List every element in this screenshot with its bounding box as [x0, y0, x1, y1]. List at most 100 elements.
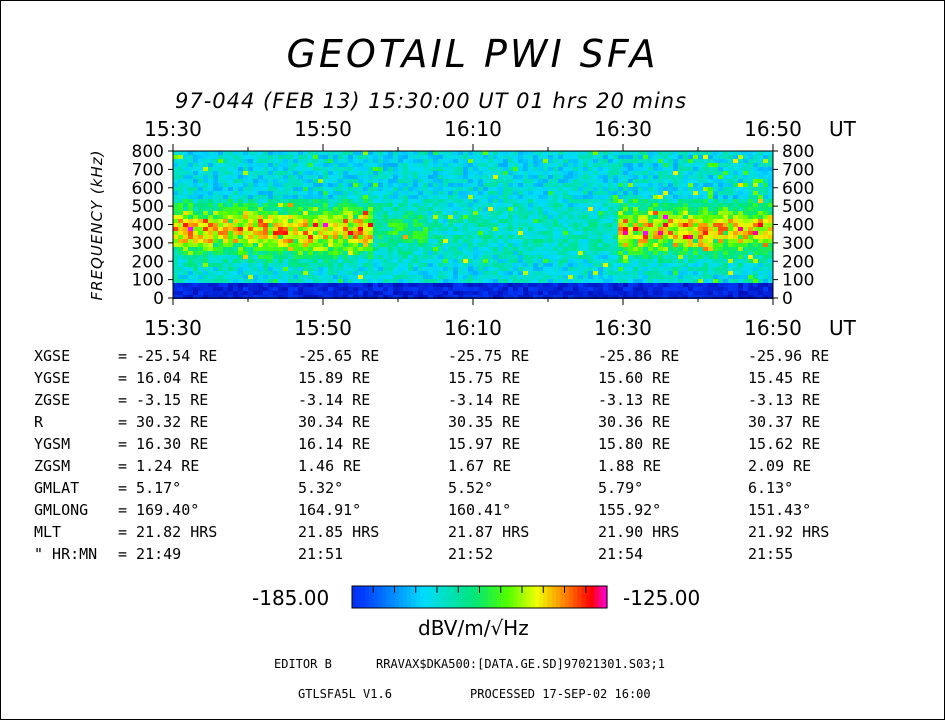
spectrogram-cell: [548, 239, 553, 243]
spectrogram-cell: [188, 207, 193, 211]
spectrogram-cell: [518, 211, 523, 215]
spectrogram-cell: [748, 267, 753, 271]
spectrogram-cell: [373, 279, 378, 283]
spectrogram-cell: [558, 291, 563, 295]
spectrogram-cell: [673, 279, 678, 283]
spectrogram-cell: [758, 207, 763, 211]
spectrogram-cell: [278, 227, 283, 231]
spectrogram-cell: [423, 275, 428, 279]
spectrogram-cell: [173, 151, 178, 155]
spectrogram-cell: [588, 187, 593, 191]
spectrogram-cell: [248, 191, 253, 195]
spectrogram-cell: [178, 231, 183, 235]
orbit-cell: = 21.82 HRS: [118, 523, 218, 541]
spectrogram-cell: [448, 155, 453, 159]
spectrogram-cell: [323, 239, 328, 243]
spectrogram-cell: [398, 291, 403, 295]
spectrogram-cell: [618, 179, 623, 183]
spectrogram-cell: [448, 203, 453, 207]
spectrogram-cell: [343, 259, 348, 263]
spectrogram-cell: [603, 235, 608, 239]
spectrogram-cell: [588, 163, 593, 167]
spectrogram-cell: [768, 259, 773, 263]
spectrogram-cell: [568, 279, 573, 283]
spectrogram-cell: [648, 211, 653, 215]
spectrogram-cell: [368, 183, 373, 187]
spectrogram-cell: [748, 263, 753, 267]
spectrogram-cell: [578, 235, 583, 239]
spectrogram-cell: [528, 191, 533, 195]
orbit-cell: = 169.40°: [118, 501, 200, 519]
spectrogram-cell: [233, 219, 238, 223]
spectrogram-cell: [273, 283, 278, 287]
spectrogram-cell: [738, 215, 743, 219]
spectrogram-cell: [313, 287, 318, 291]
spectrogram-cell: [463, 239, 468, 243]
orbit-cell: = -3.15 RE: [118, 391, 209, 409]
spectrogram-cell: [208, 195, 213, 199]
spectrogram-cell: [513, 231, 518, 235]
spectrogram-cell: [348, 247, 353, 251]
spectrogram-cell: [553, 199, 558, 203]
spectrogram-cell: [308, 255, 313, 259]
spectrogram-cell: [253, 151, 258, 155]
spectrogram-cell: [528, 255, 533, 259]
spectrogram-cell: [353, 287, 358, 291]
spectrogram-cell: [633, 195, 638, 199]
spectrogram-cell: [298, 263, 303, 267]
spectrogram-cell: [353, 223, 358, 227]
spectrogram-cell: [268, 223, 273, 227]
spectrogram-cell: [673, 247, 678, 251]
spectrogram-cell: [508, 183, 513, 187]
spectrogram-cell: [608, 291, 613, 295]
spectrogram-cell: [653, 283, 658, 287]
spectrogram-cell: [393, 171, 398, 175]
spectrogram-cell: [273, 163, 278, 167]
spectrogram-cell: [693, 239, 698, 243]
spectrogram-cell: [368, 243, 373, 247]
spectrogram-cell: [483, 291, 488, 295]
spectrogram-cell: [763, 239, 768, 243]
spectrogram-cell: [683, 287, 688, 291]
spectrogram-cell: [458, 219, 463, 223]
spectrogram-cell: [263, 235, 268, 239]
spectrogram-cell: [453, 275, 458, 279]
spectrogram-cell: [518, 239, 523, 243]
spectrogram-cell: [578, 207, 583, 211]
spectrogram-cell: [768, 199, 773, 203]
spectrogram-cell: [408, 155, 413, 159]
spectrogram-cell: [633, 255, 638, 259]
spectrogram-cell: [483, 263, 488, 267]
spectrogram-cell: [483, 255, 488, 259]
spectrogram-cell: [688, 155, 693, 159]
spectrogram-cell: [468, 283, 473, 287]
spectrogram-cell: [583, 279, 588, 283]
colorbar-segment: [449, 586, 455, 608]
y-right-tick-label: 300: [782, 234, 814, 254]
spectrogram-cell: [553, 275, 558, 279]
spectrogram-cell: [763, 251, 768, 255]
spectrogram-cell: [283, 199, 288, 203]
spectrogram-cell: [638, 187, 643, 191]
spectrogram-cell: [723, 167, 728, 171]
spectrogram-cell: [343, 287, 348, 291]
spectrogram-cell: [423, 215, 428, 219]
spectrogram-cell: [758, 215, 763, 219]
spectrogram-cell: [398, 155, 403, 159]
spectrogram-cell: [693, 203, 698, 207]
spectrogram-cell: [233, 243, 238, 247]
spectrogram-cell: [583, 247, 588, 251]
spectrogram-cell: [548, 179, 553, 183]
spectrogram-cell: [383, 239, 388, 243]
spectrogram-cell: [178, 279, 183, 283]
spectrogram-cell: [688, 243, 693, 247]
spectrogram-cell: [618, 247, 623, 251]
spectrogram-cell: [278, 263, 283, 267]
spectrogram-cell: [218, 271, 223, 275]
spectrogram-cell: [343, 291, 348, 295]
spectrogram-cell: [353, 251, 358, 255]
spectrogram-cell: [593, 187, 598, 191]
colorbar-segment: [432, 586, 438, 608]
spectrogram-cell: [278, 183, 283, 187]
spectrogram-cell: [713, 167, 718, 171]
